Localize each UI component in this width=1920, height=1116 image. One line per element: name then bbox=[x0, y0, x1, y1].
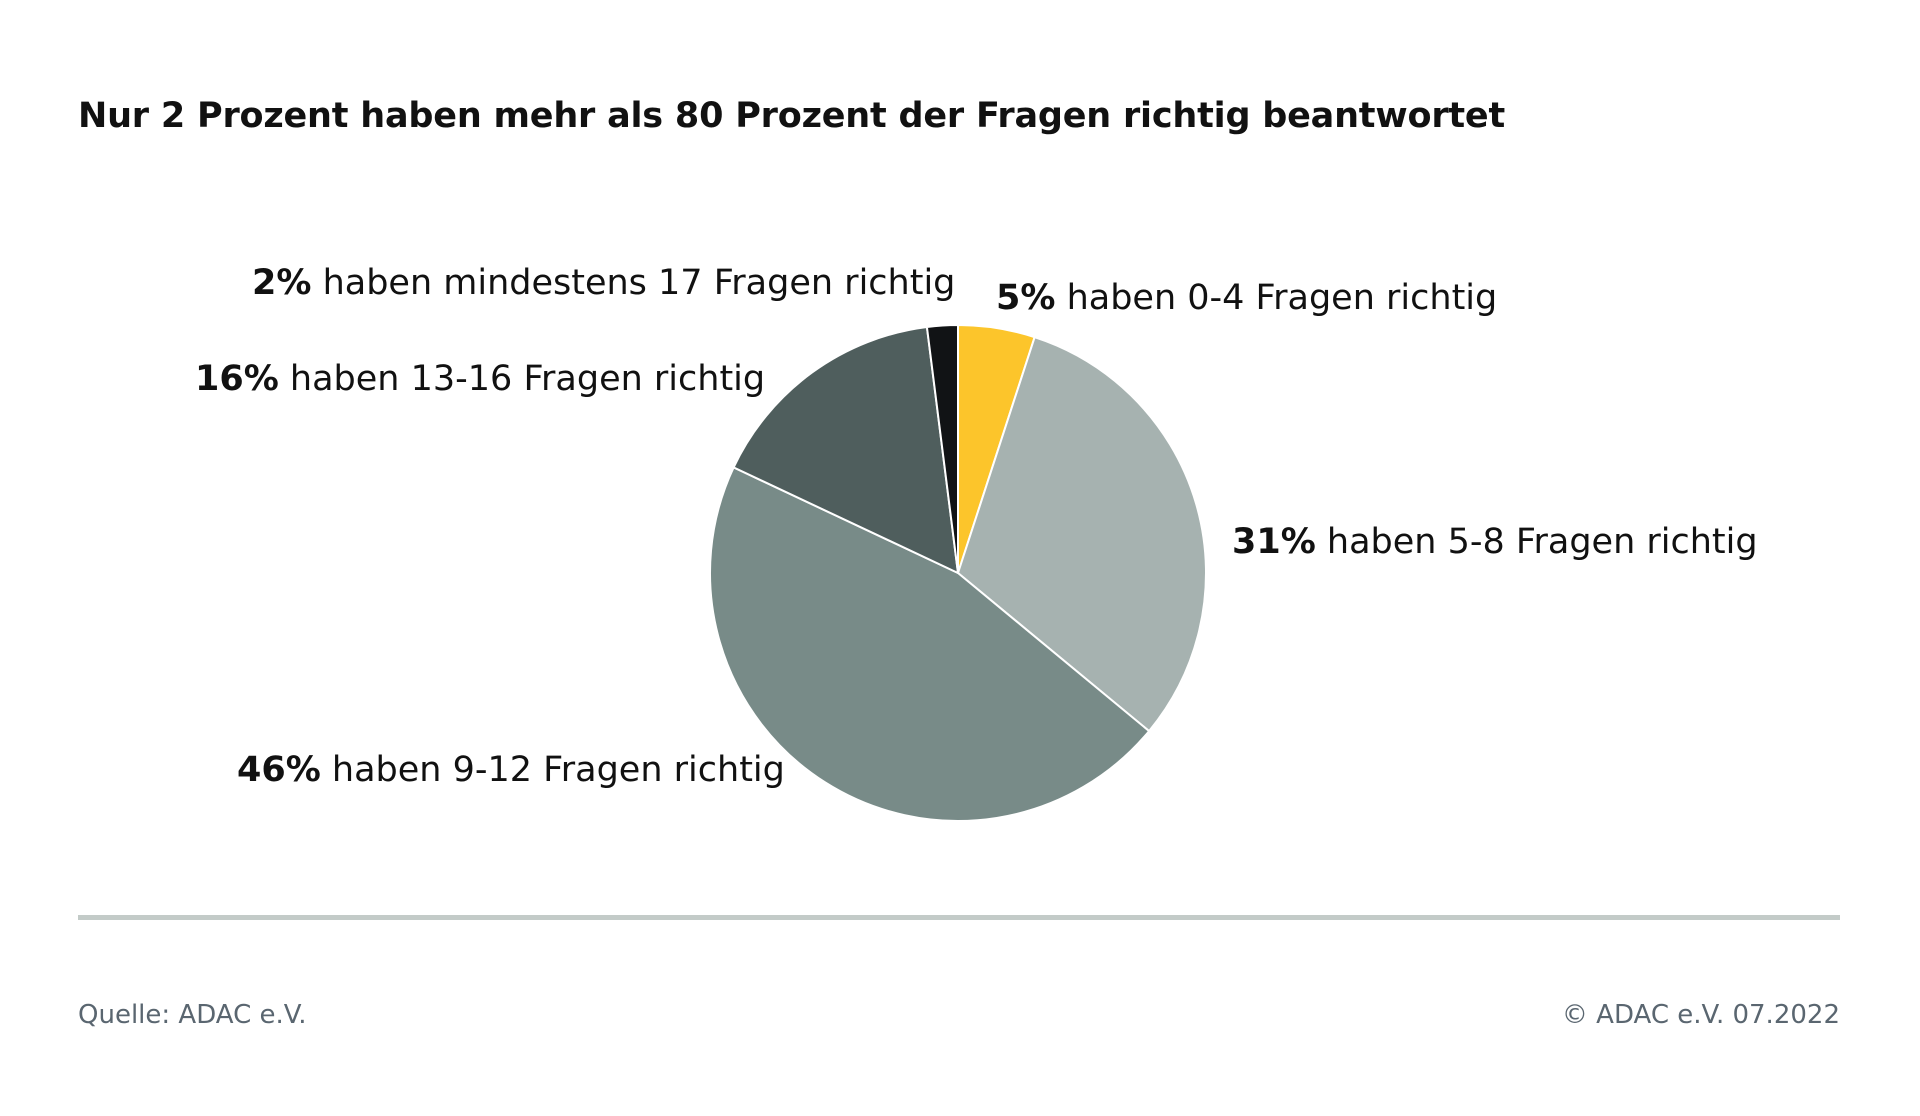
pie-slice-4 bbox=[925, 323, 959, 574]
slice-pct: 46% bbox=[237, 750, 321, 790]
pie-slice-1 bbox=[956, 335, 1207, 733]
slice-pct: 2% bbox=[252, 263, 312, 303]
chart-title: Nur 2 Prozent haben mehr als 80 Prozent … bbox=[78, 96, 1505, 136]
footer-divider bbox=[78, 915, 1840, 920]
slice-pct: 16% bbox=[195, 359, 279, 399]
pie-slice-2 bbox=[709, 466, 1151, 822]
pie-slice-3 bbox=[732, 325, 960, 575]
slice-text: haben 5-8 Fragen richtig bbox=[1326, 522, 1758, 562]
slice-pct: 31% bbox=[1232, 522, 1316, 562]
source-note: Quelle: ADAC e.V. bbox=[78, 1000, 307, 1030]
slice-label-17-plus: 2% haben mindestens 17 Fragen richtig bbox=[252, 263, 955, 303]
slice-pct: 5% bbox=[996, 278, 1056, 318]
slice-text: haben 13-16 Fragen richtig bbox=[289, 359, 766, 399]
slice-label-0-4: 5% haben 0-4 Fragen richtig bbox=[996, 278, 1497, 318]
slice-text: haben mindestens 17 Fragen richtig bbox=[322, 263, 956, 303]
slice-label-13-16: 16% haben 13-16 Fragen richtig bbox=[195, 359, 765, 399]
slice-label-5-8: 31% haben 5-8 Fragen richtig bbox=[1232, 522, 1758, 562]
slice-text: haben 0-4 Fragen richtig bbox=[1066, 278, 1498, 318]
copyright-note: © ADAC e.V. 07.2022 bbox=[1561, 1000, 1840, 1030]
slice-label-9-12: 46% haben 9-12 Fragen richtig bbox=[237, 750, 785, 790]
slice-text: haben 9-12 Fragen richtig bbox=[331, 750, 785, 790]
